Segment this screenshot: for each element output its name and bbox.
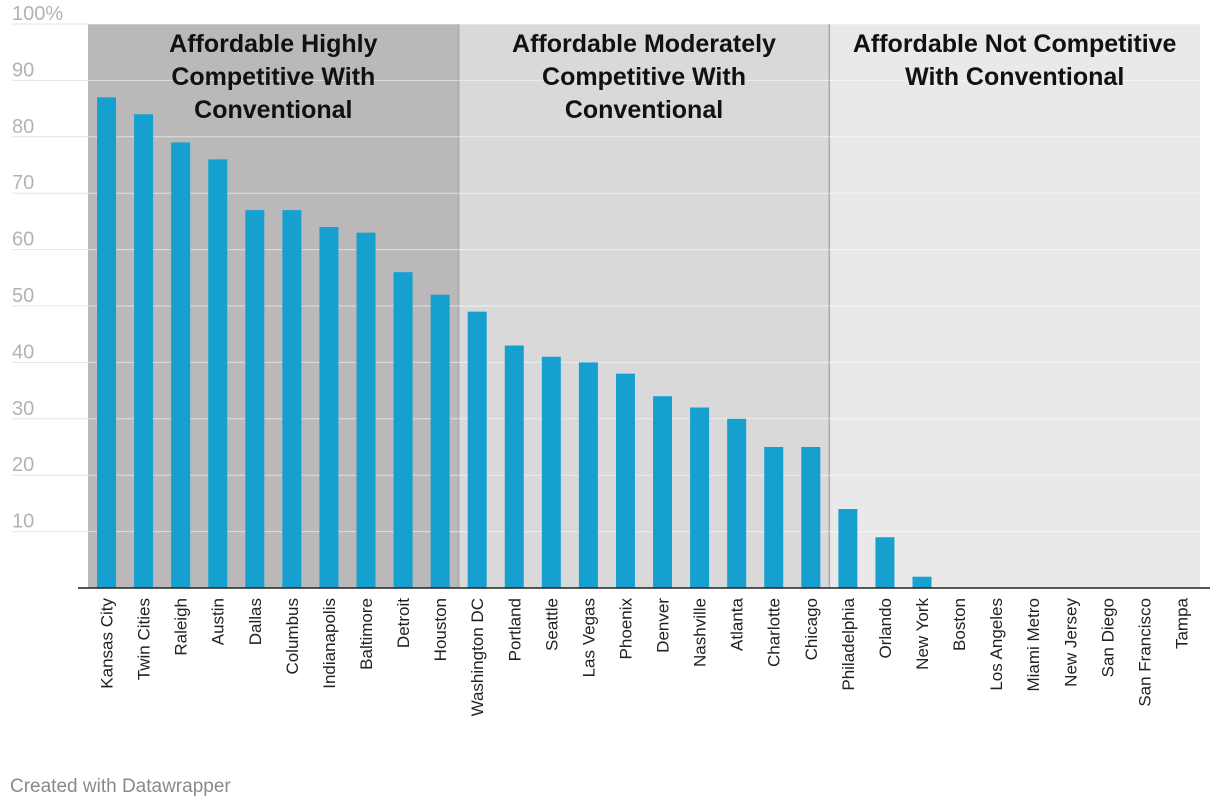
x-axis: Kansas City Twin Cities Raleigh Austin Dalla… [78,587,1210,716]
x-tick-label-phoenix: Phoenix [616,598,635,660]
region-label-1-line-1: Affordable Highly [169,30,377,58]
x-tick-label-seattle: Seattle [542,598,561,651]
x-tick-label-miami-metro: Miami Metro [1024,598,1043,692]
x-tick-label-san-diego: San Diego [1098,598,1117,677]
x-tick-label-raleigh: Raleigh [172,598,191,656]
region-label-2-line-2: Competitive With [542,63,746,91]
x-tick-label-houston: Houston [431,598,450,661]
x-tick-label-boston: Boston [950,598,969,651]
bar-detroit [393,272,413,588]
bar-houston [430,294,450,588]
region-label-1-line-2: Competitive With [171,63,375,91]
bar-orlando [875,537,895,588]
y-tick-label-20: 20 [12,454,34,476]
datawrapper-credit: Created with Datawrapper [10,776,231,797]
x-tick-label-new-jersey: New Jersey [1061,598,1080,687]
y-tick-label-30: 30 [12,398,34,420]
bar-baltimore [356,232,376,588]
x-tick-label-chicago: Chicago [802,598,821,660]
region-label-3-line-1: Affordable Not Competitive [853,30,1177,58]
y-tick-label-10: 10 [12,511,34,533]
region-label-1-line-3: Conventional [194,96,352,124]
bar-washington-dc [467,311,487,588]
y-axis: 10 20 30 40 50 60 70 80 90 100% [12,3,63,533]
y-tick-label-100: 100% [12,3,63,25]
bar-austin [208,159,228,589]
x-tick-label-columbus: Columbus [283,598,302,675]
x-tick-label-new-york: New York [913,598,932,670]
bar-dallas [245,210,265,588]
bar-nashville [690,407,710,588]
bar-philadelphia [838,509,858,588]
x-tick-label-philadelphia: Philadelphia [839,597,858,690]
bar-raleigh [171,142,191,588]
x-tick-label-nashville: Nashville [691,598,710,667]
bar-chart: Affordable Highly Competitive With Convent… [12,3,1210,716]
x-tick-label-denver: Denver [654,598,673,653]
region-label-2-line-3: Conventional [565,96,723,124]
x-tick-label-twin-cities: Twin Cities [135,598,154,680]
bar-indianapolis [319,227,339,589]
x-tick-label-charlotte: Charlotte [765,598,784,667]
x-tick-label-indianapolis: Indianapolis [320,598,339,689]
region-labels: Affordable Highly Competitive With Convent… [169,30,1176,124]
x-tick-label-los-angeles: Los Angeles [987,598,1006,691]
bars [97,97,932,589]
x-tick-label-tampa: Tampa [1172,597,1191,649]
bar-chicago [801,447,821,588]
bar-denver [653,396,673,588]
x-tick-label-baltimore: Baltimore [357,598,376,670]
x-tick-label-atlanta: Atlanta [728,597,747,650]
bar-las-vegas [578,362,598,588]
region-label-2-line-1: Affordable Moderately [512,30,776,58]
x-tick-label-dallas: Dallas [246,598,265,645]
x-tick-label-portland: Portland [505,598,524,661]
bar-phoenix [615,373,635,588]
x-tick-label-detroit: Detroit [394,598,413,648]
bar-columbus [282,210,302,588]
x-tick-label-austin: Austin [209,598,228,645]
gridlines [12,23,1210,533]
bar-new-york [912,576,932,588]
x-tick-label-washington-dc: Washington DC [468,598,487,716]
bar-kansas-city [97,97,117,588]
y-tick-label-60: 60 [12,229,34,251]
x-tick-label-orlando: Orlando [876,598,895,658]
x-tick-label-san-francisco: San Francisco [1135,598,1154,707]
x-tick-label-las-vegas: Las Vegas [579,598,598,677]
region-label-3-line-2: With Conventional [905,63,1124,91]
x-tick-label-kansas-city: Kansas City [98,598,117,689]
bar-twin-cities [134,114,154,589]
y-tick-label-80: 80 [12,116,34,138]
bar-charlotte [764,447,784,588]
y-tick-label-40: 40 [12,341,34,363]
bar-atlanta [727,418,747,588]
bar-seattle [541,356,561,588]
bar-portland [504,345,524,588]
y-tick-label-70: 70 [12,172,34,194]
y-tick-label-90: 90 [12,59,34,81]
y-tick-label-50: 50 [12,285,34,307]
